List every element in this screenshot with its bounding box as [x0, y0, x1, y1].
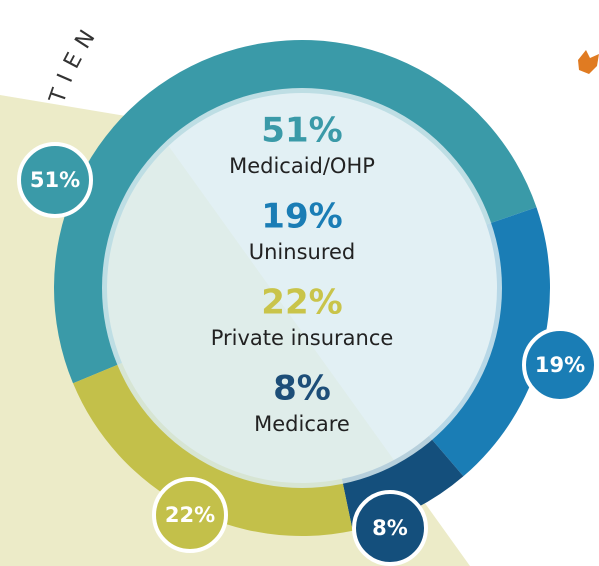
bubble-label: 8% — [372, 516, 408, 540]
bubble-label: 51% — [30, 168, 80, 192]
center-category: Medicaid/OHP — [229, 154, 375, 178]
center-percent: 19% — [261, 197, 342, 237]
center-percent: 22% — [261, 283, 342, 323]
center-category: Uninsured — [249, 240, 356, 264]
center-category: Medicare — [254, 412, 350, 436]
center-percent: 8% — [273, 369, 331, 409]
bubble-label: 22% — [165, 503, 215, 527]
title-fragment: PATIEN — [0, 0, 105, 108]
chart: PATIEN CE 51%Medicaid/OHP19%Uninsured22%… — [0, 0, 599, 566]
center-category: Private insurance — [211, 326, 394, 350]
bubble-label: 19% — [535, 353, 585, 377]
center-percent: 51% — [261, 111, 342, 151]
title-text: PATIEN — [0, 0, 105, 108]
leaf-icon — [578, 50, 599, 74]
